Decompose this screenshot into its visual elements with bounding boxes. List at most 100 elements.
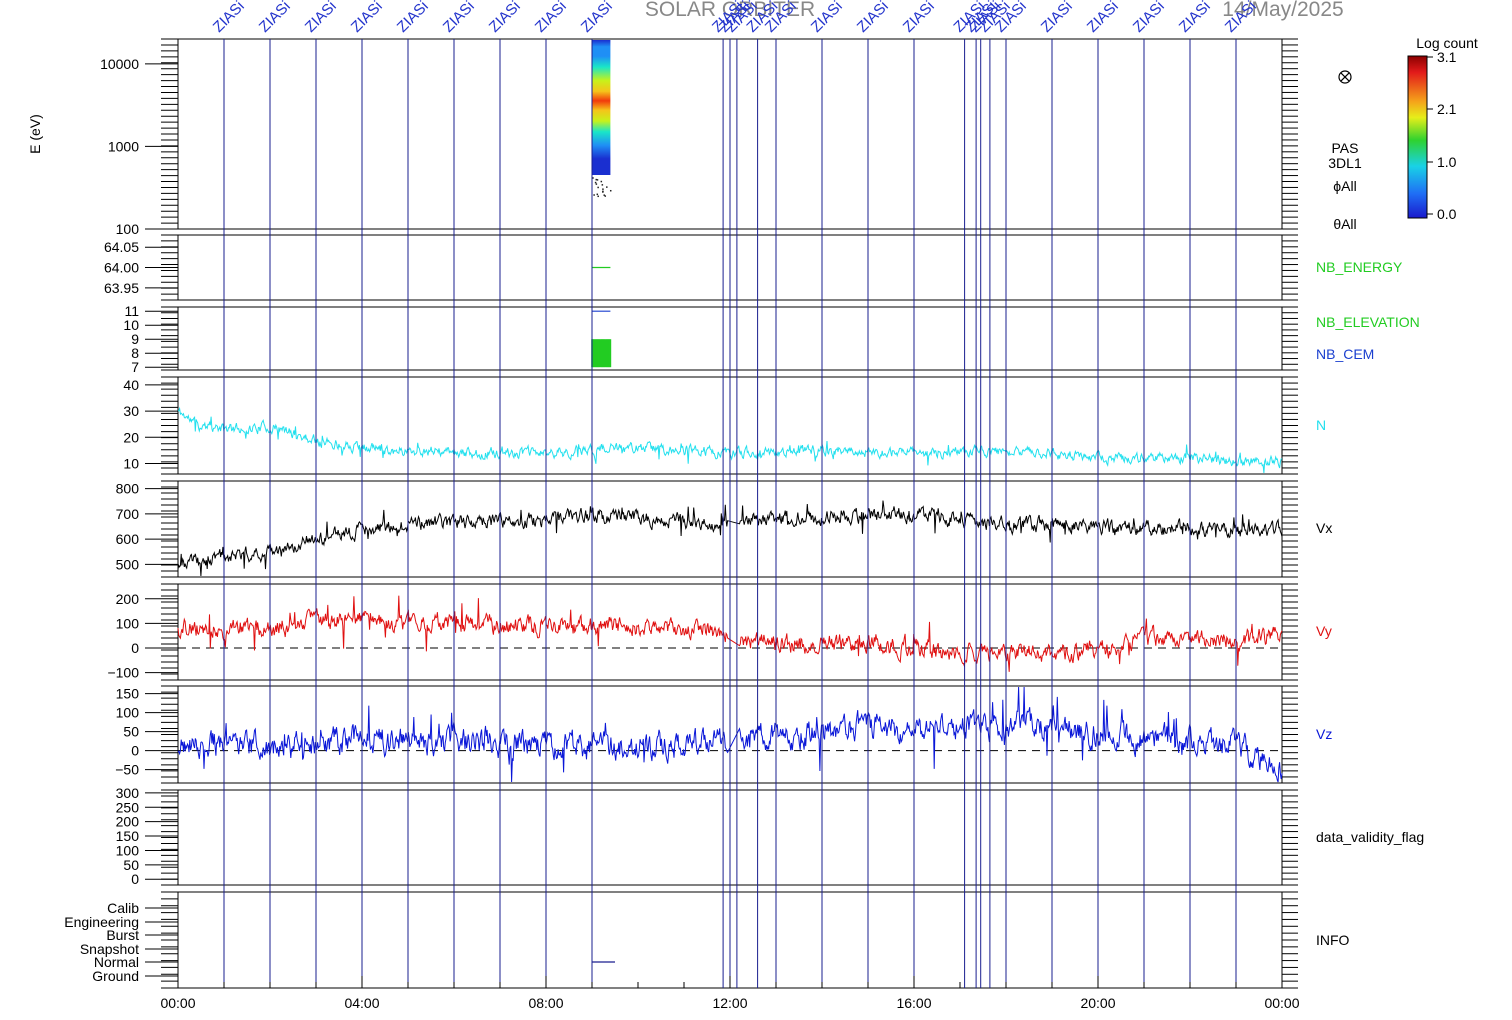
spectrogram-speckle-5 <box>596 179 599 181</box>
colorbar-tick-1: 2.1 <box>1437 101 1457 117</box>
xtick-label-5: 20:00 <box>1080 995 1115 1011</box>
spectrogram-speckle-17 <box>603 194 605 196</box>
panel-label-info: INFO <box>1316 932 1350 948</box>
spectrogram-speckle-14 <box>593 194 595 196</box>
ytick-vx-0: 800 <box>116 481 140 497</box>
spectrogram-speckle-3 <box>600 180 603 183</box>
info-ytick-2: Burst <box>106 927 139 943</box>
colorbar-title: Log count <box>1416 35 1478 51</box>
event-label-1: ZIASi <box>256 0 294 36</box>
spectrogram-speckle-2 <box>601 184 604 186</box>
xtick-label-4: 16:00 <box>896 995 931 1011</box>
series-bars-nb-elevation <box>591 339 612 368</box>
ytick-dvf-0: 300 <box>116 785 140 801</box>
spectrogram-speckle-10 <box>596 193 599 196</box>
ytick-vx-3: 500 <box>116 556 140 572</box>
ytick-vy-0: 200 <box>116 591 140 607</box>
xtick-label-2: 08:00 <box>528 995 563 1011</box>
ytick-vx-2: 600 <box>116 531 140 547</box>
ytick-vz-4: −50 <box>115 762 139 778</box>
ytick-n-3: 10 <box>123 456 139 472</box>
info-ytick-4: Normal <box>94 954 139 970</box>
ytick-spectrogram-2: 100 <box>116 221 140 237</box>
ytick-n-0: 40 <box>123 377 139 393</box>
spectrogram-speckle-8 <box>597 186 599 189</box>
ytick-dvf-4: 100 <box>116 842 140 858</box>
minor-ticks-nb-energy <box>161 234 1298 301</box>
spectrogram-ylabel: E (eV) <box>27 114 43 154</box>
ytick-vy-1: 100 <box>116 615 140 631</box>
ytick-vz-3: 0 <box>131 743 139 759</box>
event-label-3: ZIASi <box>348 0 386 36</box>
ytick-spectrogram-0: 10000 <box>100 56 139 72</box>
ytick-dvf-6: 0 <box>131 871 139 887</box>
ytick-nb-elevation-2: 9 <box>131 331 139 347</box>
ytick-vz-1: 100 <box>116 705 140 721</box>
ytick-vz-2: 50 <box>123 724 139 740</box>
spectrogram-speckle-6 <box>606 186 608 188</box>
plot-title: SOLAR ORBITER <box>645 0 815 21</box>
spectrogram-speckle-11 <box>595 178 598 181</box>
spectrogram-speckle-12 <box>594 181 597 184</box>
ytick-nb-elevation-1: 10 <box>123 317 139 333</box>
ytick-dvf-2: 200 <box>116 814 140 830</box>
event-label-4: ZIASi <box>394 0 432 36</box>
ytick-vz-0: 150 <box>116 686 140 702</box>
ytick-n-2: 20 <box>123 429 139 445</box>
circle-x-icon <box>1338 70 1352 84</box>
info-ytick-0: Calib <box>107 900 139 916</box>
minor-ticks-vy <box>161 583 1298 681</box>
colorbar-tick-3: 0.0 <box>1437 206 1457 222</box>
spectrogram-speckle-7 <box>595 183 598 185</box>
spectrogram-speckle-1 <box>609 189 612 192</box>
minor-ticks-vx <box>161 480 1298 578</box>
event-label-8: ZIASi <box>578 0 616 36</box>
event-label-5: ZIASi <box>440 0 478 36</box>
spectrogram-speckle-13 <box>602 191 604 193</box>
event-label-23: ZIASi <box>1084 0 1122 36</box>
spectrogram-speckle-15 <box>602 188 604 190</box>
ytick-nb-energy-0: 64.05 <box>104 239 139 255</box>
ytick-nb-elevation-4: 7 <box>131 359 139 375</box>
panel-label-n: N <box>1316 417 1326 433</box>
event-label-24: ZIASi <box>1130 0 1168 36</box>
spectrogram-label-theta: θAll <box>1333 216 1356 232</box>
series-line-vz <box>177 686 1283 783</box>
event-label-22: ZIASi <box>1038 0 1076 36</box>
minor-ticks-vz <box>161 685 1298 784</box>
ytick-nb-energy-2: 63.95 <box>104 280 139 296</box>
ytick-dvf-1: 250 <box>116 799 140 815</box>
panel-label-dvf: data_validity_flag <box>1316 829 1424 845</box>
panel-label-vx: Vx <box>1316 520 1332 536</box>
ytick-n-1: 30 <box>123 403 139 419</box>
ytick-dvf-3: 150 <box>116 828 140 844</box>
xtick-label-3: 12:00 <box>712 995 747 1011</box>
event-label-2: ZIASi <box>302 0 340 36</box>
panel-label-nb-cem: NB_CEM <box>1316 346 1374 362</box>
panel-label-nb-energy: NB_ENERGY <box>1316 259 1403 275</box>
spectrogram-label-3dl1: 3DL1 <box>1328 155 1362 171</box>
ytick-dvf-5: 50 <box>123 857 139 873</box>
event-label-15: ZIASi <box>854 0 892 36</box>
event-label-25: ZIASi <box>1176 0 1214 36</box>
spectrogram-label-phi: ϕAll <box>1333 178 1356 194</box>
spectrogram-speckle-16 <box>604 195 607 197</box>
spectrogram-heatmap <box>592 40 611 175</box>
panel-label-vz: Vz <box>1316 726 1332 742</box>
minor-ticks-dvf <box>161 789 1298 886</box>
event-label-7: ZIASi <box>532 0 570 36</box>
event-label-16: ZIASi <box>900 0 938 36</box>
colorbar: Log count 3.1 2.1 1.0 0.0 <box>1407 35 1478 222</box>
series-line-vx <box>177 500 1283 577</box>
xtick-label-1: 04:00 <box>344 995 379 1011</box>
event-label-0: ZIASi <box>210 0 248 36</box>
ytick-spectrogram-1: 1000 <box>108 138 139 154</box>
panel-label-vy: Vy <box>1316 623 1332 639</box>
ytick-nb-elevation-3: 8 <box>131 345 139 361</box>
event-label-6: ZIASi <box>486 0 524 36</box>
info-ytick-5: Ground <box>92 968 139 984</box>
ytick-vy-3: −100 <box>107 665 139 681</box>
colorbar-tick-2: 1.0 <box>1437 154 1457 170</box>
info-ytick-1: Engineering <box>64 914 139 930</box>
ytick-nb-elevation-0: 11 <box>124 303 139 319</box>
